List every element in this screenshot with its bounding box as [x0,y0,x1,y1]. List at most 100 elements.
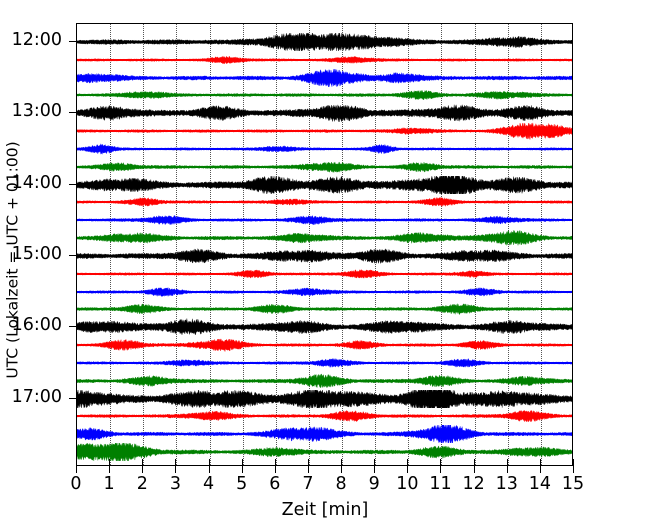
gridline-minute-4 [209,24,211,465]
trace-waveform [77,230,572,246]
x-tick-inner-10 [407,459,409,466]
y-tick-1600 [69,326,77,328]
x-tick-inner-11 [440,459,442,466]
trace-waveform [77,425,572,444]
trace-waveform [77,104,572,123]
gridline-minute-7 [308,24,310,465]
x-tick-inner-5 [241,459,243,466]
trace-waveform [77,90,572,101]
gridline-minute-14 [540,24,542,465]
gridline-minute-2 [143,24,145,465]
y-tick-label-1200: 12:00 [11,30,62,50]
gridline-minute-11 [441,24,443,465]
trace-waveform [77,122,572,140]
gridline-minute-10 [408,24,410,465]
x-tick-6 [274,466,276,473]
x-tick-inner-1 [109,459,111,466]
x-tick-label-5: 5 [236,474,248,494]
x-tick-inner-13 [506,459,508,466]
x-tick-label-7: 7 [302,474,314,494]
x-tick-label-2: 2 [136,474,148,494]
y-tick-1300 [69,112,77,114]
x-tick-label-0: 0 [70,474,82,494]
x-tick-4 [208,466,210,473]
trace-waveform [77,286,572,297]
trace-waveform [77,161,572,173]
gridline-minute-3 [176,24,178,465]
x-tick-label-6: 6 [269,474,281,494]
x-tick-inner-2 [142,459,144,466]
x-tick-inner-6 [274,459,276,466]
trace-waveform [77,338,572,352]
gridline-minute-5 [242,24,244,465]
y-tick-label-1600: 16:00 [11,315,62,336]
x-tick-label-8: 8 [335,474,347,494]
x-tick-10 [407,466,409,473]
y-tick-1400 [69,183,77,185]
x-tick-label-13: 13 [495,474,518,494]
trace-waveform [77,248,572,264]
x-tick-inner-4 [208,459,210,466]
x-tick-14 [539,466,541,473]
trace-waveform [77,443,572,462]
trace-waveform [77,303,572,316]
y-tick-label-1700: 17:00 [11,386,62,407]
x-tick-label-3: 3 [169,474,181,494]
trace-waveform [77,143,572,155]
x-tick-label-1: 1 [103,474,115,494]
x-tick-label-12: 12 [462,474,485,494]
trace-waveform [77,357,572,368]
x-tick-8 [341,466,343,473]
trace-waveform [77,373,572,388]
gridline-minute-1 [110,24,112,465]
gridline-minute-12 [474,24,476,465]
y-tick-1500 [69,254,77,256]
trace-waveform [77,268,572,279]
x-tick-15 [573,466,574,473]
x-tick-label-11: 11 [429,474,452,494]
gridline-minute-6 [275,24,277,465]
trace-waveform [77,410,572,423]
x-tick-inner-7 [307,459,309,466]
y-tick-label-1300: 13:00 [11,101,62,122]
x-tick-12 [473,466,475,473]
x-tick-0 [76,466,77,473]
x-tick-label-15: 15 [561,474,585,494]
trace-waveform [77,318,572,336]
trace-waveform [77,68,572,87]
x-tick-label-10: 10 [396,474,419,494]
gridline-minute-9 [375,24,377,465]
x-tick-3 [175,466,177,473]
x-tick-inner-9 [374,459,376,466]
y-tick-1700 [69,397,77,399]
gridline-minute-13 [507,24,509,465]
x-tick-11 [440,466,442,473]
x-tick-inner-0 [76,459,77,466]
x-tick-9 [374,466,376,473]
y-tick-label-1500: 15:00 [11,243,62,264]
x-tick-inner-3 [175,459,177,466]
gridline-minute-8 [342,24,344,465]
x-tick-label-14: 14 [528,474,551,494]
x-tick-2 [142,466,144,473]
x-tick-inner-15 [573,459,574,466]
trace-waveform [77,389,572,408]
x-tick-label-9: 9 [368,474,380,494]
plot-area [76,23,573,466]
x-tick-7 [307,466,309,473]
trace-waveform [77,175,572,194]
trace-waveform [77,33,572,51]
trace-waveform [77,197,572,208]
x-tick-inner-14 [539,459,541,466]
x-tick-inner-12 [473,459,475,466]
y-tick-label-1400: 14:00 [11,172,62,193]
x-axis-title: Zeit [min] [281,500,369,520]
y-tick-1200 [69,41,77,42]
trace-waveform [77,55,572,64]
x-tick-13 [506,466,508,473]
x-tick-5 [241,466,243,473]
trace-waveform [77,215,572,226]
x-tick-label-4: 4 [202,474,215,494]
x-tick-inner-8 [341,459,343,466]
